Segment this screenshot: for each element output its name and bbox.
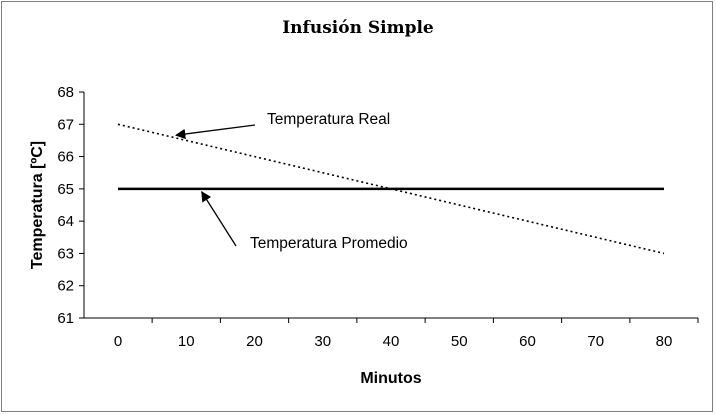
x-tick-label: 20 <box>246 333 263 350</box>
plot-area: 61 62 63 64 65 66 67 68 0 10 20 30 40 50 60 70 80 Tempera… <box>57 84 699 350</box>
x-tick-label: 10 <box>178 333 195 350</box>
y-tick-label: 66 <box>57 149 74 166</box>
x-tick-label: 70 <box>587 333 604 350</box>
x-axis-label: Minutos <box>360 370 421 387</box>
y-axis-label: Temperatura [ºC] <box>29 141 46 269</box>
annotation-temperatura-promedio: Temperatura Promedio <box>250 235 408 252</box>
annotation-arrow-promedio <box>201 190 237 247</box>
y-tick-label: 64 <box>57 213 74 230</box>
annotation-temperatura-real: Temperatura Real <box>267 111 390 128</box>
y-tick-label: 68 <box>57 84 74 101</box>
y-tick-label: 62 <box>57 278 74 295</box>
x-tick-label: 80 <box>656 333 673 350</box>
y-tick-label: 67 <box>57 116 74 133</box>
y-tick-label: 61 <box>57 310 74 327</box>
x-tick-label: 0 <box>114 333 122 350</box>
chart-title: Infusión Simple <box>282 18 434 38</box>
x-tick-label: 40 <box>383 333 400 350</box>
x-tick-label: 50 <box>451 333 468 350</box>
y-tick-label: 63 <box>57 245 74 262</box>
y-tick-label: 65 <box>57 181 74 198</box>
annotation-arrow-real <box>174 124 256 140</box>
x-tick-label: 30 <box>314 333 331 350</box>
x-tick-label: 60 <box>519 333 536 350</box>
